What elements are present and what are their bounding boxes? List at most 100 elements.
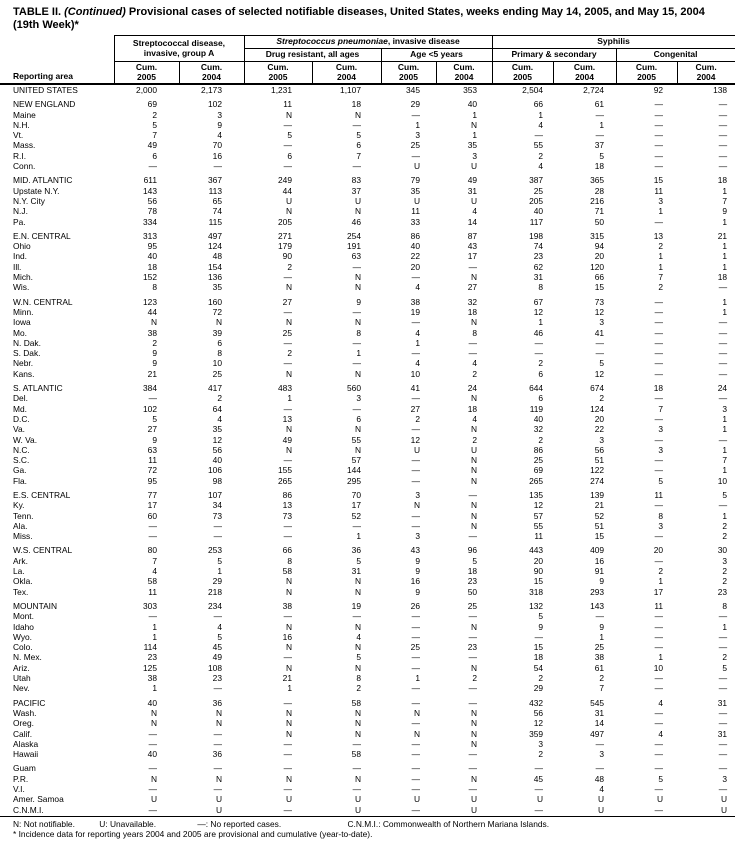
value-cell: 9	[599, 576, 605, 587]
value-cell: 353	[463, 85, 478, 95]
value-cell: 24	[467, 383, 478, 394]
value-cell: 7	[152, 555, 157, 566]
value-cell: —	[718, 317, 728, 328]
value-cell: 2	[538, 673, 544, 684]
value-cell: 198	[529, 230, 544, 241]
value-cell: 51	[594, 520, 605, 531]
value-cell: 63	[351, 251, 361, 262]
value-cell: 37	[594, 140, 605, 151]
state-row: Mass. 49 70 — 6 25 35 55 37 — —	[0, 140, 735, 150]
value-cell: N	[285, 206, 292, 217]
value-cell: —	[654, 119, 664, 130]
region-row: S. ATLANTIC 384 417 483 560 41 24 644 67…	[0, 383, 735, 393]
value-cell: 409	[590, 545, 605, 556]
value-cell: 8	[356, 673, 361, 684]
value-cell: 11	[411, 206, 420, 217]
value-cell: —	[468, 531, 478, 542]
value-cell: 7	[722, 455, 728, 466]
value-cell: U	[677, 804, 735, 817]
value-cell: —	[654, 99, 664, 110]
value-cell: N	[285, 728, 292, 739]
reporting-area-cell: Vt.	[13, 130, 24, 141]
value-cell: —	[718, 358, 728, 369]
value-cell: 86	[410, 230, 420, 241]
value-cell: —	[411, 348, 420, 359]
value-cell: 49	[147, 140, 157, 151]
value-cell: 107	[208, 489, 222, 500]
value-cell: —	[411, 718, 420, 729]
value-cell: 11	[654, 600, 664, 611]
state-row: Ky. 17 34 13 17 N N 12 21 — —	[0, 500, 735, 510]
value-cell: —	[595, 109, 605, 120]
reporting-area-cell: Wash.	[13, 707, 37, 718]
value-cell: 74	[533, 241, 544, 252]
value-cell: 1	[658, 251, 664, 262]
group-syphilis-header: Syphilis	[491, 35, 735, 49]
value-cell: 40	[410, 241, 420, 252]
value-cell: 38	[410, 296, 420, 307]
state-row: Idaho 1 4 N N — N 9 9 — 1	[0, 622, 735, 632]
value-cell: 15	[594, 282, 605, 293]
state-row: Upstate N.Y. 143 113 44 37 35 31 25 28 1…	[0, 186, 735, 196]
value-cell: 31	[533, 272, 544, 283]
value-cell: 2	[599, 673, 605, 684]
value-cell: 367	[208, 175, 222, 186]
value-cell: 12	[594, 368, 605, 379]
value-cell: N	[470, 465, 478, 476]
value-cell: 205	[529, 195, 544, 206]
reporting-area-cell: MOUNTAIN	[13, 600, 58, 611]
value-cell: —	[411, 109, 420, 120]
value-cell: 23	[212, 673, 222, 684]
reporting-area-cell: Mont.	[13, 611, 34, 622]
reporting-area-cell: Md.	[13, 403, 27, 414]
value-cell: —	[468, 611, 478, 622]
value-cell: 5	[599, 358, 605, 369]
reporting-area-cell: N.H.	[13, 119, 30, 130]
value-cell: 67	[533, 296, 544, 307]
value-cell: 5	[287, 130, 292, 141]
value-cell: 2	[538, 358, 544, 369]
value-cell: —	[468, 683, 478, 694]
region-row: PACIFIC 40 36 — 58 — — 432 545 4 31	[0, 698, 735, 708]
state-row: W. Va. 9 12 49 55 12 2 2 3 — —	[0, 435, 735, 445]
reporting-area-cell: Alaska	[13, 738, 39, 749]
reporting-area-cell: N. Dak.	[13, 337, 41, 348]
value-cell: U	[285, 794, 292, 805]
value-cell: 37	[351, 185, 361, 196]
value-cell: —	[244, 804, 312, 817]
table-title-text: Provisional cases of selected notifiable…	[125, 6, 705, 18]
value-cell: 36	[351, 545, 361, 556]
value-cell: 90	[282, 251, 292, 262]
value-cell: 86	[282, 489, 292, 500]
value-cell: 560	[347, 383, 361, 394]
value-cell: 34	[212, 500, 222, 511]
value-cell: U	[536, 794, 544, 805]
value-cell: 25	[594, 642, 605, 653]
value-cell: 21	[282, 673, 292, 684]
value-cell: 11	[148, 455, 157, 466]
value-cell: 29	[533, 683, 544, 694]
value-cell: U	[597, 794, 605, 805]
value-cell: —	[595, 348, 605, 359]
value-cell: 3	[658, 424, 664, 435]
value-cell: 90	[533, 566, 544, 577]
value-cell: N	[285, 576, 292, 587]
value-cell: 7	[658, 403, 664, 414]
reporting-area-cell: Wyo.	[13, 631, 33, 642]
value-cell: N	[285, 424, 292, 435]
value-cell: —	[718, 683, 728, 694]
reporting-area-cell: Amer. Samoa	[13, 794, 64, 805]
value-cell: 10	[212, 358, 222, 369]
value-cell: 2	[722, 566, 728, 577]
value-cell: —	[654, 718, 664, 729]
value-cell: 3	[658, 195, 664, 206]
reporting-area-cell: N. Mex.	[13, 652, 42, 663]
value-cell: 115	[208, 216, 222, 227]
value-cell: N	[470, 510, 478, 521]
value-cell: 2	[658, 566, 664, 577]
footnote-no-reported-cases: —: No reported cases.	[197, 818, 282, 829]
value-cell: 28	[594, 185, 605, 196]
state-row: D.C. 5 4 13 6 2 4 40 20 — 1	[0, 414, 735, 424]
state-row: Ala. — — — — — N 55 51 3 2	[0, 521, 735, 531]
strep-pneumoniae-italic: Streptococcus pneumoniae	[276, 36, 388, 46]
